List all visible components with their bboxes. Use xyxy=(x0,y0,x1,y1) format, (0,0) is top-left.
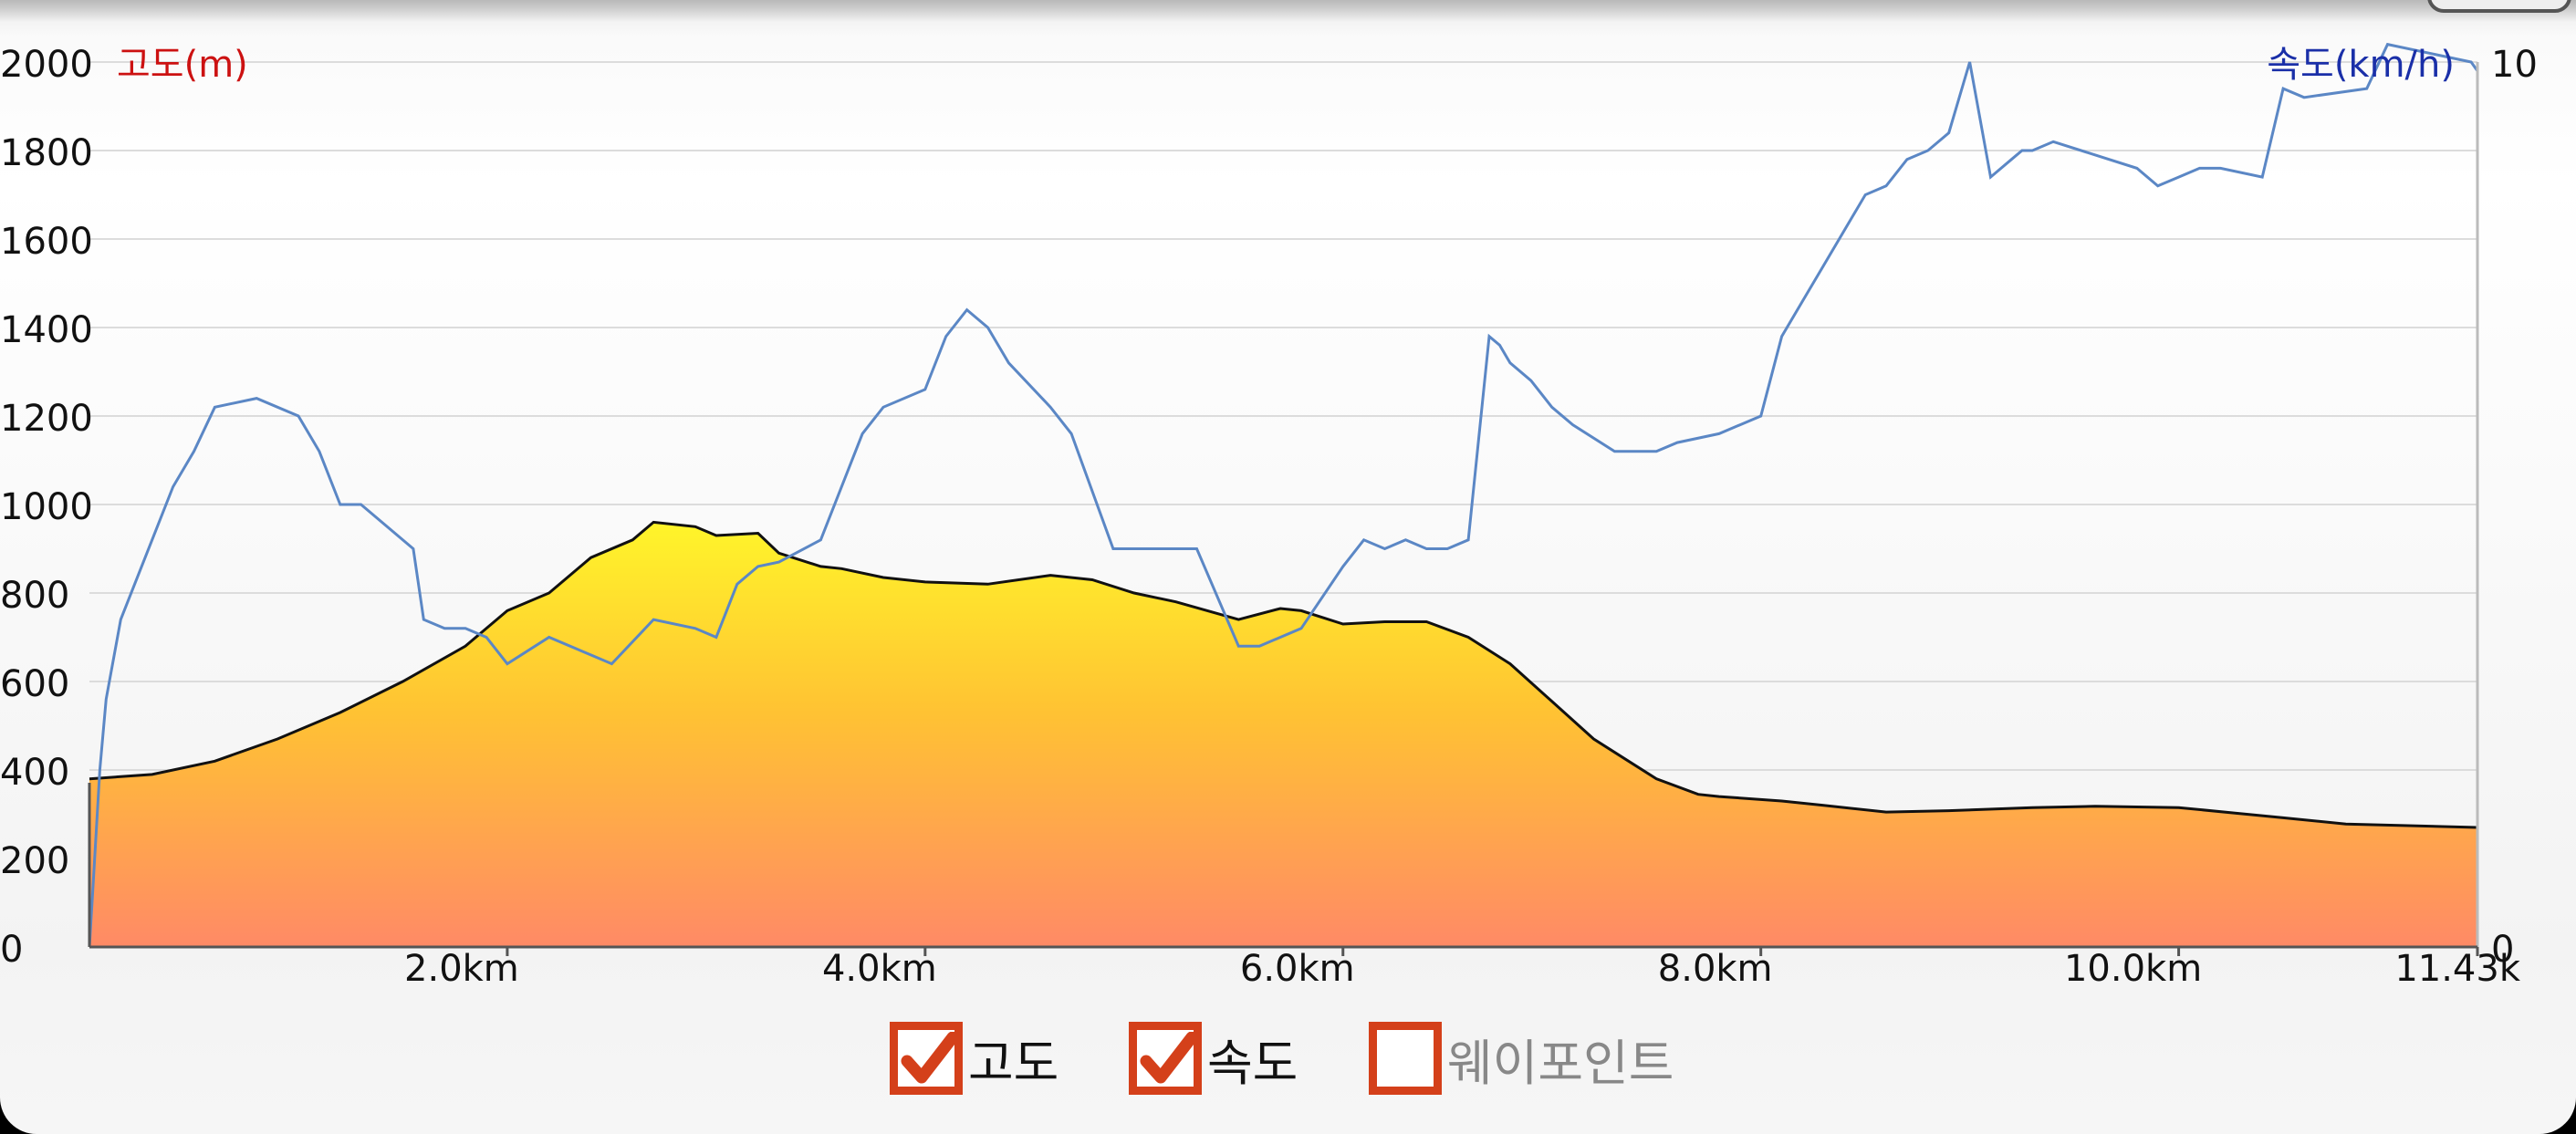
speed-checkbox[interactable] xyxy=(1129,1022,1202,1095)
x-tick-label: 4.0km xyxy=(822,948,937,990)
y-left-tick-label: 1600 xyxy=(0,221,93,263)
y-left-tick-label: 1200 xyxy=(0,398,93,440)
altitude-area-fill xyxy=(89,522,2477,947)
top-shadow xyxy=(0,0,2576,22)
legend-speed[interactable]: 속도 xyxy=(1129,1014,1298,1102)
axis-labels: 2000180016001400120010008006004002000100… xyxy=(0,44,2538,990)
x-tick-label: 6.0km xyxy=(1240,948,1355,990)
y-left-tick-label: 0 xyxy=(0,929,23,971)
x-tick-label: 2.0km xyxy=(404,948,519,990)
x-tick-label: 11.43k xyxy=(2394,948,2521,990)
check-icon xyxy=(901,1032,956,1084)
speed-legend-label: 속도 xyxy=(1207,1034,1298,1092)
speed-series-line xyxy=(88,42,2479,948)
altitude-legend-label: 고도 xyxy=(968,1034,1059,1092)
x-tick-label: 10.0km xyxy=(2064,948,2202,990)
waypoint-checkbox[interactable] xyxy=(1369,1022,1442,1095)
y-right-tick-label: 10 xyxy=(2491,44,2538,86)
y-left-tick-label: 400 xyxy=(0,752,69,794)
check-icon xyxy=(1140,1032,1195,1084)
y-right-axis-title: 속도(km/h) xyxy=(2267,44,2455,86)
legend-waypoint[interactable]: 웨이포인트 xyxy=(1369,1014,1674,1102)
y-left-tick-label: 800 xyxy=(0,575,69,617)
y-left-tick-label: 600 xyxy=(0,663,69,705)
x-tick-label: 8.0km xyxy=(1658,948,1773,990)
y-left-axis-title: 고도(m) xyxy=(117,44,248,86)
waypoint-legend-label: 웨이포인트 xyxy=(1447,1034,1674,1092)
y-left-tick-label: 1400 xyxy=(0,309,93,351)
altitude-line xyxy=(89,520,2478,829)
y-left-tick-label: 200 xyxy=(0,840,69,882)
altitude-checkbox[interactable] xyxy=(890,1022,963,1095)
y-left-tick-label: 1800 xyxy=(0,132,93,174)
y-right-tick-label: 0 xyxy=(2491,929,2514,971)
speed-line xyxy=(88,42,2479,948)
y-left-tick-label: 2000 xyxy=(0,44,93,86)
axes xyxy=(88,62,2479,956)
altitude-area xyxy=(89,520,2478,947)
y-left-tick-label: 1000 xyxy=(0,486,93,528)
legend-altitude[interactable]: 고도 xyxy=(890,1014,1059,1102)
